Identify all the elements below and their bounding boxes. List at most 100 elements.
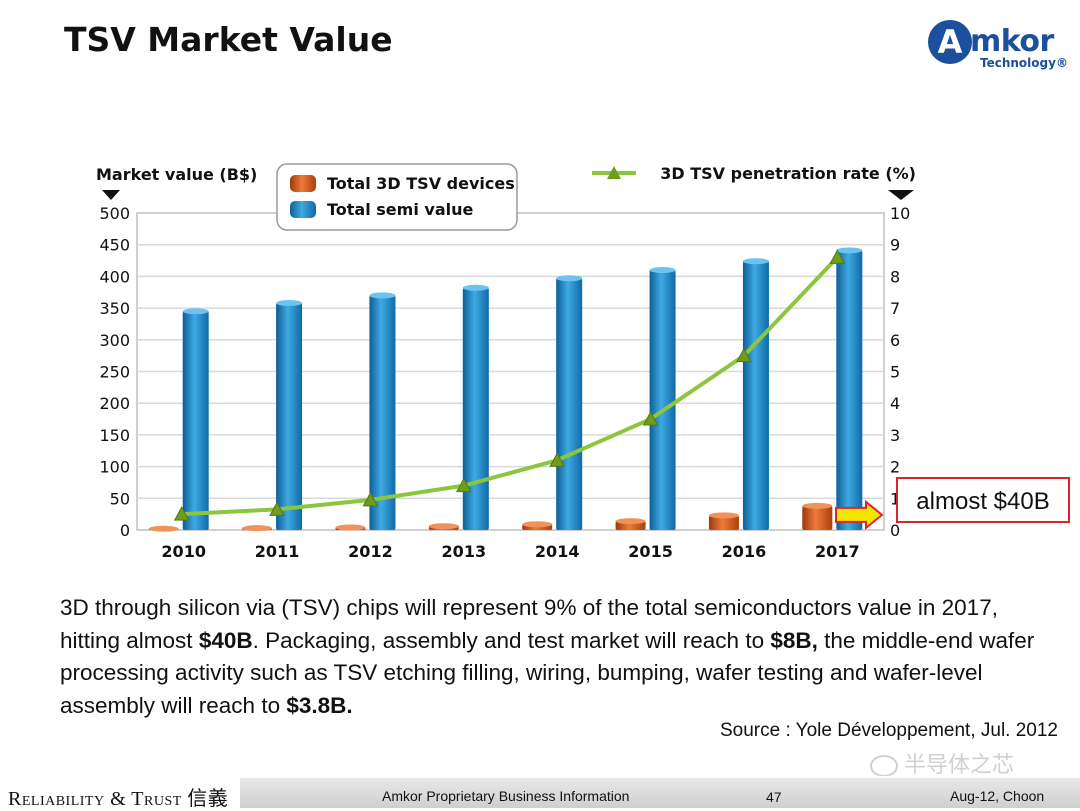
legend-line-marker <box>607 166 621 179</box>
left-tick-label: 50 <box>110 489 130 508</box>
bar-total-semi <box>369 295 396 530</box>
description-part-1: $40B <box>198 627 253 653</box>
slide-title: TSV Market Value <box>64 20 393 59</box>
penetration-marker <box>173 506 190 521</box>
legend-swatch-orange <box>290 175 316 192</box>
bar-3d-tsv-top <box>615 518 646 525</box>
left-tick-label: 0 <box>120 521 130 540</box>
right-tick-label: 6 <box>890 331 900 350</box>
category-label: 2013 <box>442 542 487 561</box>
right-tick-label: 8 <box>890 267 900 286</box>
footer-left: Reliability & Trust 信義 <box>8 788 229 810</box>
amkor-logo: A mkor Technology® <box>924 16 1074 76</box>
legend-swatch-blue <box>290 201 316 218</box>
right-tick-label: 7 <box>890 299 900 318</box>
left-tick-label: 200 <box>99 394 130 413</box>
bar-3d-tsv-top <box>802 502 833 509</box>
description-part-2: . Packaging, assembly and test market wi… <box>252 627 771 653</box>
penetration-marker <box>829 249 846 264</box>
penetration-line <box>181 256 839 517</box>
bar-total-semi-top <box>182 308 209 315</box>
left-axis-title: Market value (B$) <box>96 165 257 184</box>
category-label: 2015 <box>628 542 673 561</box>
right-tick-label: 0 <box>890 521 900 540</box>
penetration-marker <box>549 452 566 467</box>
left-tick-label: 250 <box>99 363 130 382</box>
source-note: Source : Yole Développement, Jul. 2012 <box>719 720 1058 741</box>
logo-sub: Technology® <box>980 56 1068 70</box>
left-tick-label: 450 <box>99 236 130 255</box>
bar-3d-tsv-top <box>428 523 459 530</box>
footer-date: Aug-12, Choon <box>950 788 1045 804</box>
right-axis-arrow-icon <box>888 190 914 200</box>
bar-3d-tsv-top <box>708 512 739 519</box>
bar-total-semi <box>742 261 769 530</box>
right-tick-label: 10 <box>890 204 910 223</box>
logo-word: mkor <box>970 24 1054 59</box>
category-label: 2017 <box>815 542 860 561</box>
bar-total-semi-top <box>369 292 396 299</box>
wechat-icon <box>870 755 898 777</box>
watermark-text: 半导体之芯 <box>904 753 1015 778</box>
category-label: 2011 <box>255 542 300 561</box>
bar-total-semi-top <box>836 247 863 254</box>
bar-total-semi-top <box>742 258 769 265</box>
left-tick-label: 350 <box>99 299 130 318</box>
bar-total-semi <box>462 287 489 530</box>
description-part-0: 3D through silicon via (TSV) chips will … <box>60 595 998 653</box>
bar-total-semi-top <box>462 284 489 291</box>
penetration-marker <box>455 477 472 493</box>
left-axis-arrow-icon <box>102 190 120 200</box>
left-tick-label: 400 <box>99 267 130 286</box>
callout-box <box>896 477 1070 523</box>
bar-total-semi <box>556 278 583 530</box>
category-label: 2010 <box>161 542 206 561</box>
left-tick-label: 100 <box>99 458 130 477</box>
bar-3d-tsv <box>802 505 833 530</box>
chart-description: 3D through silicon via (TSV) chips will … <box>60 592 1050 722</box>
bar-3d-tsv-top <box>522 521 553 528</box>
legend-label-3d-tsv: Total 3D TSV devices <box>327 174 515 193</box>
bar-total-semi-top <box>649 267 676 274</box>
bar-total-semi <box>276 303 303 530</box>
callout-text: almost $40B <box>916 488 1049 515</box>
right-tick-label: 2 <box>890 458 900 477</box>
penetration-marker <box>362 491 379 507</box>
category-label: 2012 <box>348 542 393 561</box>
left-tick-label: 300 <box>99 331 130 350</box>
bar-total-semi-top <box>556 275 583 282</box>
description-part-3: $8B, <box>770 627 818 653</box>
footer: Reliability & Trust 信義 Amkor Proprietary… <box>0 776 1080 810</box>
right-tick-label: 1 <box>890 489 900 508</box>
right-axis-title: 3D TSV penetration rate (%) <box>660 164 916 183</box>
description-part-4: the middle-end wafer processing activity… <box>60 627 1035 718</box>
tsv-market-chart: 0 50 100 150 200 250 300 350 400 450 500 0 1 2 3 4 5 6 7 8 9… <box>96 163 1070 561</box>
logo-mark: A <box>928 20 972 64</box>
description-part-5: $3.8B. <box>286 692 353 718</box>
legend-label-total-semi: Total semi value <box>327 200 473 219</box>
bar-total-semi-top <box>276 300 303 307</box>
category-label: 2016 <box>722 542 767 561</box>
bar-3d-tsv <box>708 515 739 530</box>
watermark: 半导体之芯 <box>870 747 1014 779</box>
bar-total-semi <box>182 311 209 530</box>
legend-box <box>276 163 518 231</box>
right-tick-label: 3 <box>890 426 900 445</box>
category-label: 2014 <box>535 542 580 561</box>
footer-bar <box>240 778 1080 808</box>
bar-total-semi <box>836 250 863 530</box>
bar-3d-tsv-top <box>335 524 366 531</box>
bar-3d-tsv-top <box>148 525 179 532</box>
left-tick-label: 500 <box>99 204 130 223</box>
footer-center: Amkor Proprietary Business Information <box>382 788 630 804</box>
right-tick-label: 5 <box>890 363 900 382</box>
right-tick-label: 4 <box>890 394 900 413</box>
penetration-marker <box>269 501 285 516</box>
callout-arrow-icon <box>835 499 884 531</box>
bar-3d-tsv-top <box>242 525 273 532</box>
penetration-marker <box>736 347 752 363</box>
bar-total-semi <box>649 270 676 530</box>
left-tick-label: 150 <box>99 426 130 445</box>
right-tick-label: 9 <box>890 236 900 255</box>
penetration-marker <box>642 410 659 426</box>
